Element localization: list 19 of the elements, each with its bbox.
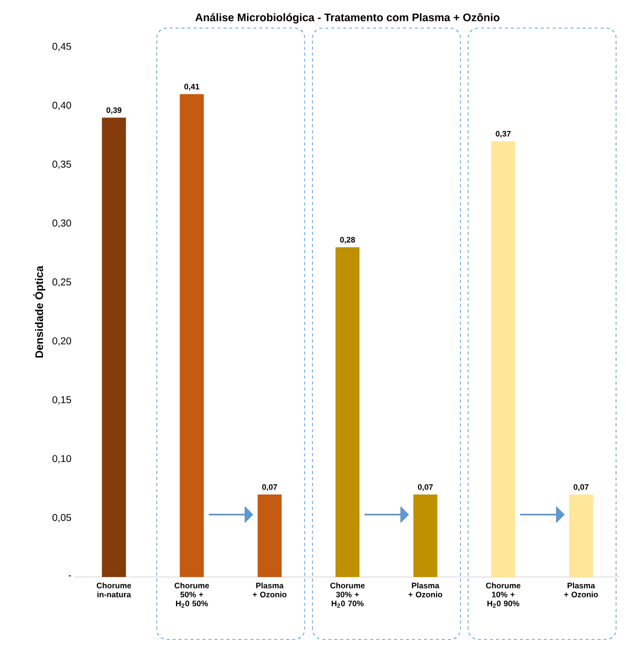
y-tick-label: 0,45 bbox=[52, 42, 72, 52]
bar bbox=[258, 494, 282, 577]
y-tick-label: 0,25 bbox=[52, 278, 72, 287]
y-tick-label: 0,30 bbox=[52, 220, 72, 228]
y-tick-label: 0,05 bbox=[52, 514, 72, 522]
bar bbox=[491, 141, 516, 577]
chart-title: Análise Microbiológica - Tratamento com Plasma + Ozônio bbox=[195, 13, 500, 24]
y-tick-label: - bbox=[68, 575, 72, 576]
y-tick-label: 0,35 bbox=[52, 160, 72, 169]
y-tick-label: 0,20 bbox=[52, 337, 72, 346]
y-tick-label: 0,40 bbox=[52, 102, 72, 110]
y-tick-label: 0,15 bbox=[52, 396, 72, 404]
bar bbox=[102, 118, 126, 577]
y-axis-title: Densidade Óptica bbox=[33, 266, 46, 358]
bar bbox=[413, 494, 438, 577]
bar bbox=[569, 494, 594, 577]
y-tick-label: 0,10 bbox=[52, 455, 72, 464]
bar bbox=[335, 247, 360, 577]
bar bbox=[180, 94, 204, 577]
